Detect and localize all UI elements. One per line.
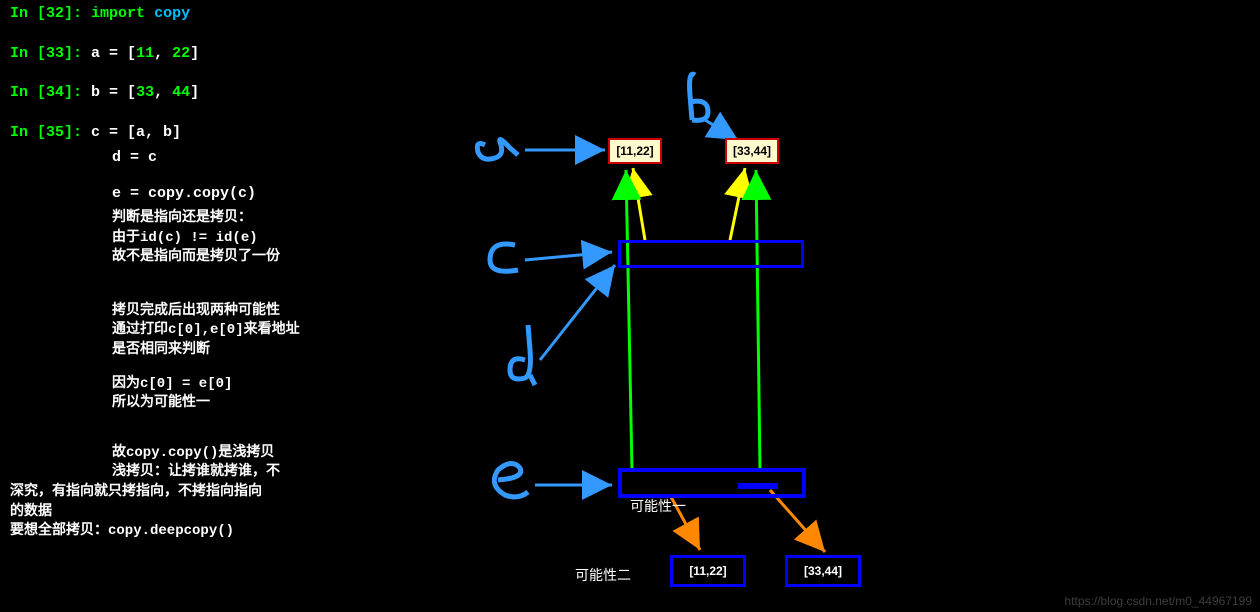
memory-diagram: [11,22] [33,44] 可能性一 可能性二 [11,22] [33,44… [470,70,1250,610]
code-line-35: In [35]: c = [a, b] [10,123,300,143]
label-c-glyph [490,244,518,271]
arrow-d [540,265,615,360]
keyword-import: import [91,5,154,22]
arrow-c-to-b [730,168,745,240]
comment-block-2: 拷贝完成后出现两种可能性 通过打印c[0],e[0]来看地址 是否相同来判断 [112,302,300,361]
module-copy: copy [154,5,190,22]
diagram-svg [470,70,1250,610]
code-line-d: d = c [112,148,300,168]
box-copy-b: [33,44] [785,555,861,587]
arrow-e-to-a-green [626,170,632,470]
label-possibility-1: 可能性一 [630,496,686,516]
prompt-num: 32 [46,5,64,22]
watermark: https://blog.csdn.net/m0_44967199 [1065,594,1252,608]
comment-block-4: 故copy.copy()是浅拷贝 浅拷贝：让拷谁就拷谁，不 深究，有指向就只拷指… [10,444,300,542]
code-line-32: In [32]: import copy [10,4,300,24]
arrow-e-copy2 [770,490,825,552]
comment-block-3: 因为c[0] = e[0] 所以为可能性一 [112,375,300,414]
arrow-c-to-a [633,168,645,240]
comment-block-1: 判断是指向还是拷贝： 由于id(c) != id(e) 故不是指向而是拷贝了一份 [112,209,300,268]
box-c [618,240,804,268]
code-line-33: In [33]: a = [11, 22] [10,44,300,64]
code-line-e: e = copy.copy(c) [112,184,300,204]
arrow-b [705,120,738,140]
label-b-glyph [690,74,708,120]
box-copy-a: [11,22] [670,555,746,587]
arrow-c [525,252,612,260]
box-a-value: [11,22] [608,138,662,164]
e-underline [738,483,778,489]
box-b-value: [33,44] [725,138,779,164]
label-possibility-2: 可能性二 [575,565,631,585]
label-d-glyph [510,325,535,385]
label-a-glyph [477,140,518,160]
code-line-34: In [34]: b = [33, 44] [10,83,300,103]
prompt-close: ]: [64,5,91,22]
arrow-e-to-b-green [756,170,760,470]
code-area: In [32]: import copy In [33]: a = [11, 2… [10,4,300,542]
prompt-in: In [ [10,5,46,22]
label-e-glyph [494,463,528,496]
